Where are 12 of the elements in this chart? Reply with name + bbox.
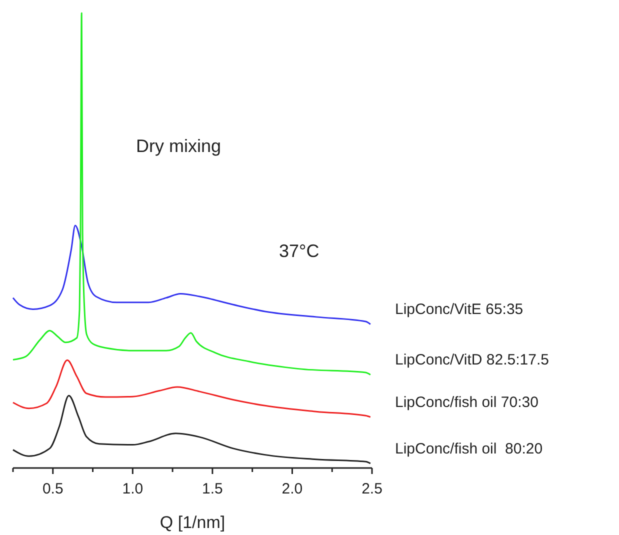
x-tick-label: 2.5 [362,480,382,498]
x-axis-title: Q [1/nm] [160,513,226,532]
series-label: LipConc/VitD 82.5:17.5 [395,352,549,369]
series-label: LipConc/fish oil 70:30 [395,394,538,412]
series-label: LipConc/VitE 65:35 [395,301,524,318]
annotation: 37°C [279,241,320,261]
series-label: LipConc/fish oil 80:20 [395,440,543,458]
annotation: Dry mixing [136,136,222,156]
x-tick-label: 1.5 [202,480,223,498]
x-tick-label: 2.0 [282,480,303,498]
x-tick-label: 1.0 [122,480,144,498]
x-tick-label: 0.5 [42,480,64,498]
